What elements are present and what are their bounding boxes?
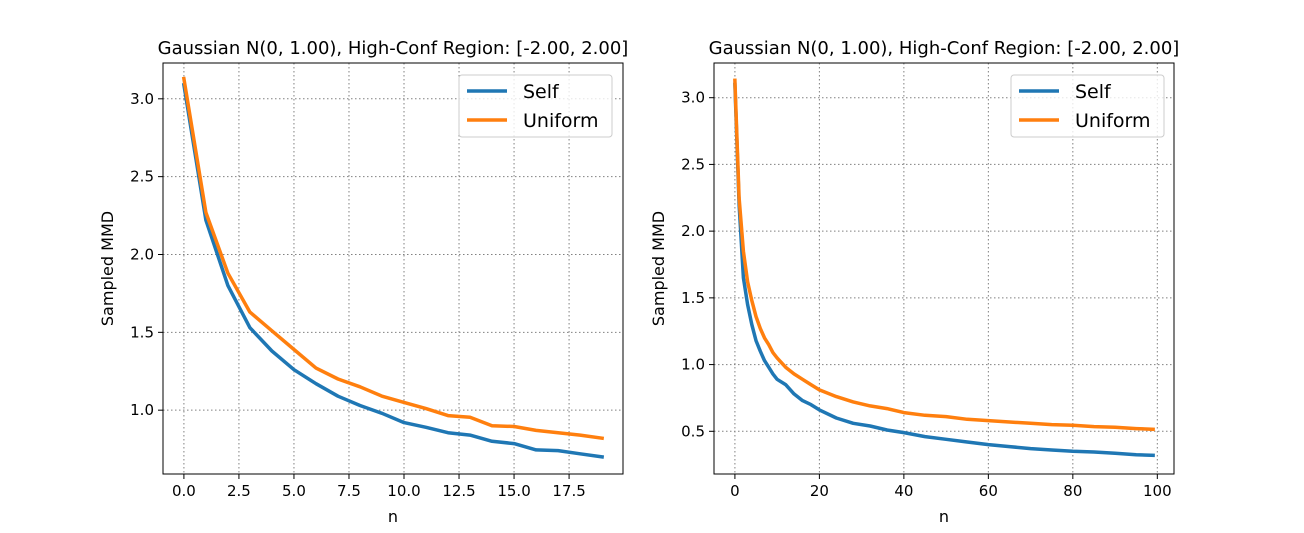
left-y-tick-label: 1.5	[130, 323, 154, 341]
left-legend-label-self: Self	[523, 81, 560, 103]
left-chart: 0.0 2.5 5.0 7.5 10.0 12.5 15.0 17.5 1.0 1.5 2.0 2.5…	[98, 38, 628, 526]
right-x-tick-label: 20	[810, 482, 829, 500]
left-x-tick-label: 15.0	[497, 482, 530, 500]
left-legend: Self Uniform	[458, 74, 613, 138]
right-y-tick-label: 2.0	[681, 222, 705, 240]
right-series-self-line	[733, 82, 1155, 458]
right-x-axis-label: n	[939, 507, 949, 526]
right-legend-label-self: Self	[1075, 81, 1112, 103]
right-series-uniform-line	[733, 78, 1155, 432]
right-legend: Self Uniform	[1010, 74, 1165, 138]
right-y-tick-label: 3.0	[681, 89, 705, 107]
left-series-self-line	[181, 82, 605, 459]
right-y-tick-label: 1.0	[681, 356, 705, 374]
right-y-tick-label: 2.5	[681, 155, 705, 173]
left-series-uniform-line	[181, 76, 605, 441]
left-ticks: 0.0 2.5 5.0 7.5 10.0 12.5 15.0 17.5 1.0 1.5 2.0 2.5…	[130, 90, 586, 500]
left-x-tick-label: 12.5	[442, 482, 475, 500]
right-x-tick-label: 80	[1063, 482, 1082, 500]
left-legend-label-uniform: Uniform	[523, 110, 599, 132]
right-chart-title: Gaussian N(0, 1.00), High-Conf Region: […	[709, 38, 1180, 59]
left-y-tick-label: 1.0	[130, 401, 154, 419]
left-y-tick-label: 2.0	[130, 245, 154, 263]
left-y-axis-label: Sampled MMD	[98, 211, 117, 326]
left-x-tick-label: 2.5	[227, 482, 251, 500]
left-y-tick-label: 2.5	[130, 168, 154, 186]
left-x-tick-label: 17.5	[552, 482, 585, 500]
right-legend-label-uniform: Uniform	[1075, 110, 1151, 132]
right-x-tick-label: 40	[894, 482, 913, 500]
right-chart: 0 20 40 60 80 100 0.5 1.0 1.5 2.0 2.5 3.0 Gaussian …	[649, 38, 1179, 526]
left-x-tick-label: 10.0	[387, 482, 420, 500]
right-plot-frame	[713, 62, 1175, 475]
right-x-tick-label: 100	[1143, 482, 1172, 500]
left-y-tick-label: 3.0	[130, 90, 154, 108]
right-x-tick-label: 60	[979, 482, 998, 500]
left-x-tick-label: 7.5	[337, 482, 361, 500]
right-y-tick-label: 0.5	[681, 422, 705, 440]
left-chart-title: Gaussian N(0, 1.00), High-Conf Region: […	[158, 38, 629, 59]
left-x-tick-label: 5.0	[282, 482, 306, 500]
right-series	[733, 78, 1155, 458]
left-grid	[163, 63, 623, 474]
right-y-axis-label: Sampled MMD	[649, 211, 668, 326]
left-series	[181, 76, 605, 459]
right-y-tick-label: 1.5	[681, 289, 705, 307]
right-ticks: 0 20 40 60 80 100 0.5 1.0 1.5 2.0 2.5 3.0	[681, 89, 1171, 500]
left-x-tick-label: 0.0	[172, 482, 196, 500]
left-x-axis-label: n	[388, 507, 398, 526]
right-x-tick-label: 0	[730, 482, 740, 500]
left-plot-frame	[162, 62, 624, 475]
